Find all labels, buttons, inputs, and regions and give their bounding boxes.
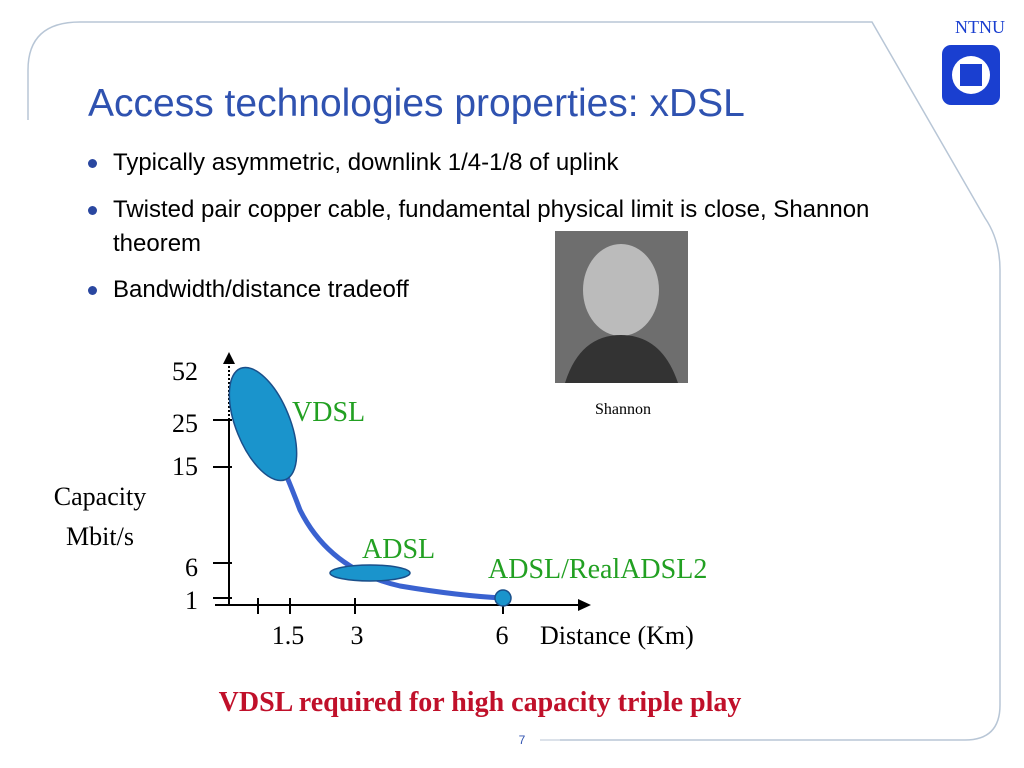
adsl2-point [494,589,512,607]
bullet-dot [88,206,97,215]
bullet-dot [88,159,97,168]
photo-face [583,244,659,336]
frame [27,21,1001,741]
conclusion: VDSL required for high capacity triple p… [219,687,742,718]
x-tick-labels: 1.5 3 6 [272,621,509,650]
photo-caption: Shannon [595,401,651,418]
region-labels: VDSL ADSL ADSL/RealADSL2 [292,397,707,585]
bullet: Typically asymmetric, downlink 1/4-1/8 o… [113,149,619,176]
x-tick-label: 1.5 [272,621,305,650]
y-tick-labels: 52 25 15 6 1 [172,357,198,615]
region-label: ADSL [362,534,435,565]
vdsl-region [228,366,298,482]
photo-body [565,335,678,383]
y-tick-label: 52 [172,357,198,386]
y-tick-label: 1 [185,586,198,615]
x-arrow [578,599,591,611]
x-tick-label: 3 [351,621,364,650]
page-number: 7 [519,733,526,747]
bullet: Twisted pair copper cable, fundamental p… [113,196,870,257]
title: Access technologies properties: xDSL [88,82,745,125]
region-label: ADSL/RealADSL2 [488,554,707,585]
x-tick-label: 6 [496,621,509,650]
x-axis-label: Distance (Km) [540,621,694,650]
logo-text: NTNU [955,17,1005,37]
y-tick-label: 15 [172,452,198,481]
logo-square [960,64,982,86]
y-arrow [223,352,235,364]
y-tick-label: 6 [185,553,198,582]
y-tick-label: 25 [172,409,198,438]
bullet-dot [88,286,97,295]
y-axis-label: Capacity Mbit/s [53,482,147,551]
region-label: VDSL [292,397,365,428]
adsl-region [329,564,411,582]
bullet: Bandwidth/distance tradeoff [113,276,409,303]
